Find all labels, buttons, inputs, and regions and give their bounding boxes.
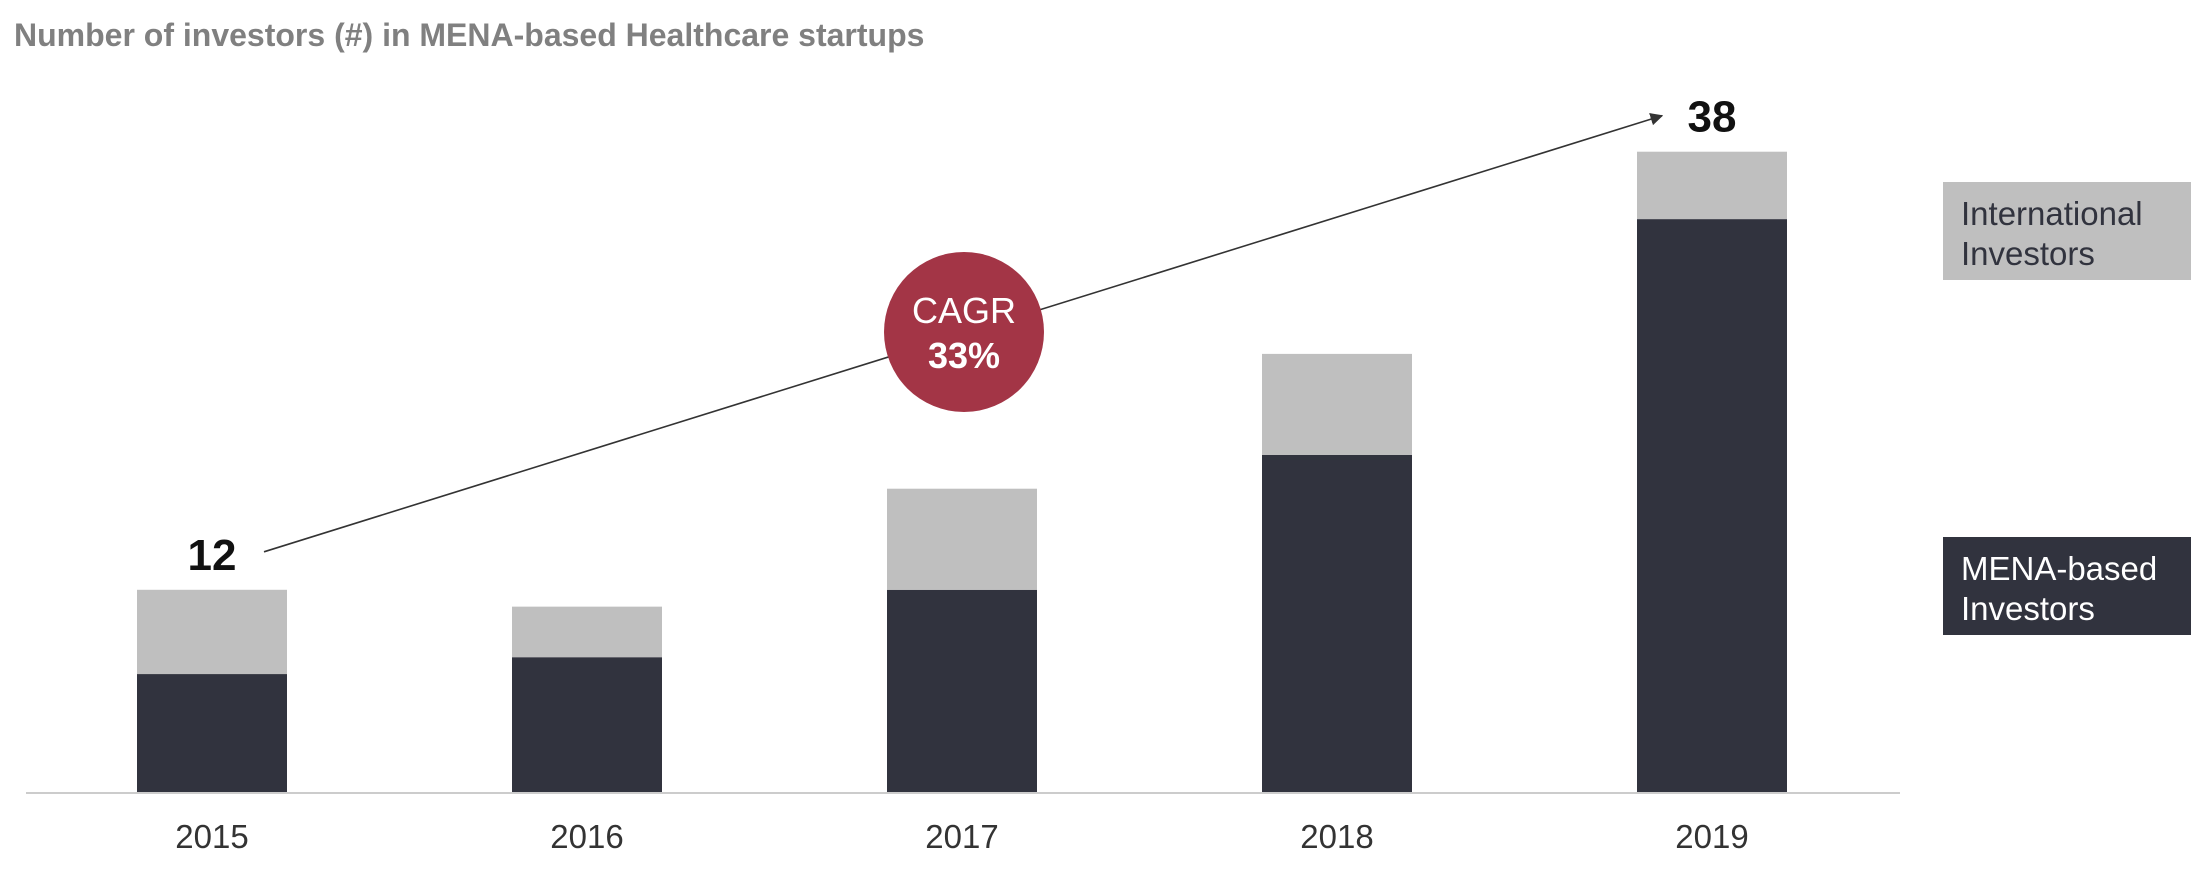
x-tick-label-2018: 2018 xyxy=(1300,818,1373,855)
bar-2018-international xyxy=(1262,353,1412,455)
x-tick-label-2019: 2019 xyxy=(1675,818,1748,855)
legend-label-international-investors-line-2: Investors xyxy=(1961,235,2095,272)
cagr-badge: CAGR 33% xyxy=(884,252,1044,412)
bar-2018-mena-based xyxy=(1262,455,1412,792)
legend-label-international-investors-line-1: International xyxy=(1961,195,2143,232)
bar-2015-international xyxy=(137,589,287,675)
bar-2017-international xyxy=(887,488,1037,590)
bar-2016-international xyxy=(512,606,662,658)
legend-label-mena-based-investors-line-2: Investors xyxy=(1961,590,2095,627)
total-label-2019: 38 xyxy=(1688,93,1737,142)
x-tick-label-2017: 2017 xyxy=(925,818,998,855)
bars-layer xyxy=(137,151,1787,793)
legend-label-mena-based-investors-line-1: MENA-based xyxy=(1961,550,2157,587)
chart-title: Number of investors (#) in MENA-based He… xyxy=(14,17,924,53)
total-label-2015: 12 xyxy=(188,531,237,580)
x-tick-label-2015: 2015 xyxy=(175,818,248,855)
cagr-value: 33% xyxy=(928,335,1000,376)
bar-2016-mena-based xyxy=(512,657,662,792)
x-tick-label-2016: 2016 xyxy=(550,818,623,855)
bar-2017-mena-based xyxy=(887,589,1037,792)
bar-2019-international xyxy=(1637,151,1787,220)
x-tick-labels: 2015 2016 2017 2018 2019 xyxy=(175,818,1748,855)
cagr-label: CAGR xyxy=(912,290,1016,331)
bar-2019-mena-based xyxy=(1637,219,1787,793)
bar-2015-mena-based xyxy=(137,674,287,792)
legend-swatch-mena-based-investors xyxy=(1943,537,2191,635)
legend-swatch-international-investors xyxy=(1943,182,2191,280)
cagr-circle xyxy=(884,252,1044,412)
legend: InternationalInvestorsMENA-basedInvestor… xyxy=(1943,182,2191,635)
total-labels: 12 38 xyxy=(188,93,1737,580)
